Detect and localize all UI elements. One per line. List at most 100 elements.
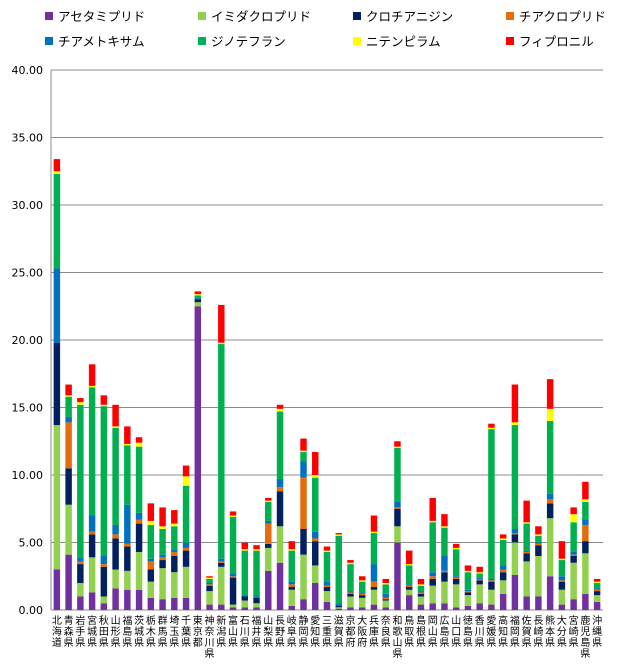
bar-segment [112, 427, 119, 525]
bar-stack [53, 159, 61, 610]
legend-swatch [353, 37, 361, 45]
bar-segment [382, 600, 389, 608]
x-category-label: 東京都 [193, 614, 203, 649]
bar-segment [229, 511, 237, 516]
bar-segment [593, 591, 601, 596]
bar-segment [135, 589, 143, 610]
bar-segment [452, 547, 460, 550]
bar-segment [147, 558, 155, 562]
legend-item: ニテンピラム [353, 34, 441, 49]
bar-segment [265, 543, 272, 548]
legend-item: チアメトキサム [45, 34, 145, 49]
x-category-label: 広島県 [439, 614, 449, 649]
bar-segment [582, 524, 589, 542]
bar-segment [100, 603, 108, 610]
bar-segment [359, 580, 366, 582]
bar-segment [171, 549, 178, 552]
y-tick-label: 35.00 [12, 132, 44, 145]
bar-segment [288, 605, 295, 610]
bar-segment [335, 608, 342, 610]
bar-segment [147, 597, 155, 610]
bar-segment [546, 421, 554, 494]
bar-segment [65, 384, 72, 396]
bar-segment [53, 159, 61, 172]
bar-segment [112, 524, 119, 535]
bar-segment [100, 395, 108, 405]
bar-segment [441, 514, 448, 527]
bar-segment [182, 485, 190, 543]
bar-stack [182, 465, 190, 610]
bar-stack [206, 576, 213, 610]
bar-segment [194, 295, 202, 299]
bar-segment [229, 515, 237, 517]
x-category-label: 三重県 [322, 616, 332, 649]
bar-segment [218, 562, 225, 567]
bar-segment [88, 592, 96, 610]
bar-stack [100, 395, 108, 610]
bar-segment [323, 591, 331, 602]
bar-segment [147, 524, 155, 559]
bar-segment [488, 589, 495, 605]
bar-segment [147, 569, 155, 582]
bar-segment [582, 481, 589, 500]
x-category-label: 長崎県 [533, 615, 543, 649]
bar-segment [206, 583, 213, 585]
bar-segment [241, 595, 249, 597]
bar-stack [135, 437, 143, 610]
legend-label: イミダクロプリド [211, 9, 311, 24]
bar-segment [405, 595, 413, 610]
bar-segment [53, 569, 61, 610]
bar-segment [88, 515, 96, 532]
bar-segment [429, 585, 436, 604]
bar-segment [124, 426, 131, 444]
bar-segment [323, 585, 331, 588]
x-category-label: 石川県 [240, 616, 250, 649]
x-category-label: 京都府 [345, 614, 355, 649]
bar-segment [488, 580, 495, 582]
bar-segment [265, 520, 272, 524]
bar-segment [441, 526, 448, 528]
bar-segment [171, 526, 178, 550]
bar-segment [194, 306, 202, 610]
y-tick-label: 10.00 [12, 469, 44, 482]
bar-segment [476, 584, 483, 604]
legend-swatch [506, 12, 514, 20]
bar-segment [312, 531, 319, 539]
bar-segment [546, 503, 554, 519]
bar-segment [159, 529, 166, 555]
bar-segment [300, 452, 307, 462]
gridlines [51, 69, 603, 611]
bar-segment [558, 589, 566, 605]
bar-segment [159, 554, 166, 558]
x-category-label: 岐阜県 [287, 614, 297, 649]
bar-segment [288, 550, 295, 582]
bar-stack [147, 503, 155, 610]
bar-segment [112, 534, 119, 539]
bar-segment [382, 593, 389, 598]
bar-segment [112, 538, 119, 570]
bar-stack [535, 526, 542, 610]
bar-segment [312, 477, 319, 532]
bar-segment [523, 561, 530, 597]
bar-segment [558, 581, 566, 590]
bar-segment [206, 576, 213, 578]
bar-segment [593, 588, 601, 590]
bar-segment [276, 408, 284, 412]
bar-segment [229, 607, 237, 610]
bar-segment [546, 408, 554, 421]
bar-segment [394, 508, 401, 527]
x-category-label: 栃木県 [146, 614, 156, 649]
bar-segment [100, 404, 108, 407]
bar-segment [335, 607, 342, 609]
y-tick-label: 15.00 [12, 402, 44, 415]
legend-label: アセタミプリド [58, 9, 145, 24]
bar-stack [229, 511, 237, 610]
bar-segment [206, 578, 213, 583]
bar-stack [159, 507, 166, 610]
bar-segment [77, 398, 84, 403]
bar-segment [171, 572, 178, 598]
x-category-label: 千葉県 [181, 615, 191, 649]
bar-segment [253, 603, 260, 608]
bar-segment [335, 534, 342, 536]
bar-segment [359, 595, 366, 598]
